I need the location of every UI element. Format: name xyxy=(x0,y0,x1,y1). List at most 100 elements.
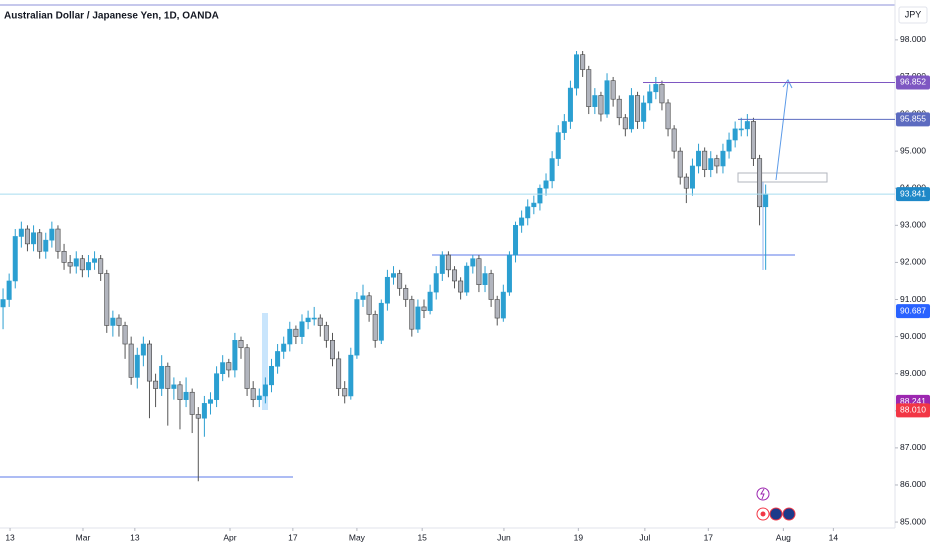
candle-body xyxy=(92,258,98,263)
candle-body xyxy=(37,232,43,252)
candle-body xyxy=(207,399,213,404)
price-badge-label: 88.241 xyxy=(900,396,926,406)
candle-body xyxy=(683,176,689,189)
candle-body xyxy=(702,150,708,170)
candle-body xyxy=(61,250,67,263)
candle-body xyxy=(85,262,91,271)
price-badge xyxy=(896,112,930,127)
candle-body xyxy=(317,317,323,326)
candle-body xyxy=(305,317,311,323)
candle-body xyxy=(122,325,128,345)
candle-body xyxy=(360,295,366,300)
candle-body xyxy=(79,258,85,271)
candle-body xyxy=(549,158,555,182)
candle-body xyxy=(610,80,616,100)
price-badge xyxy=(896,75,930,90)
candle-body xyxy=(561,121,567,133)
candle-body xyxy=(555,132,561,159)
y-tick-label: 95.000 xyxy=(900,145,926,155)
candle-body xyxy=(244,347,250,389)
candle-body xyxy=(201,403,207,419)
price-badge xyxy=(896,403,930,418)
y-tick-label: 87.000 xyxy=(900,442,926,452)
candle-body xyxy=(622,117,628,130)
candle-body xyxy=(0,299,6,308)
candle-body xyxy=(744,121,750,130)
candle-body xyxy=(677,150,683,178)
candle-body xyxy=(214,373,220,400)
candle-body xyxy=(256,395,262,400)
candle-body xyxy=(275,351,281,367)
candle-body xyxy=(445,254,451,271)
x-tick-label: 15 xyxy=(417,532,427,542)
x-tick-label: 14 xyxy=(829,532,839,542)
price-badge-label: 93.841 xyxy=(900,188,926,198)
candle-body xyxy=(24,228,30,245)
candle-body xyxy=(500,291,506,319)
candle-body xyxy=(299,321,305,337)
candle-body xyxy=(689,165,695,189)
candle-body xyxy=(140,343,146,356)
candle-body xyxy=(616,98,622,119)
candle-body xyxy=(763,193,769,208)
x-tick-label: 17 xyxy=(704,532,714,542)
candle-body xyxy=(647,91,653,104)
price-badge-label: 96.852 xyxy=(900,77,926,87)
flag-icon[interactable] xyxy=(769,507,783,521)
x-tick-label: Jul xyxy=(639,532,650,542)
candle-body xyxy=(635,95,641,122)
y-tick-label: 86.000 xyxy=(900,479,926,489)
candle-body xyxy=(153,380,159,389)
candle-body xyxy=(31,232,37,245)
candle-body xyxy=(134,354,140,378)
candle-body xyxy=(543,180,549,189)
candle-body xyxy=(494,299,500,319)
candle-body xyxy=(311,317,317,320)
candle-body xyxy=(159,365,165,389)
chart-title: Australian Dollar / Japanese Yen, 1D, OA… xyxy=(4,11,219,22)
candle-body xyxy=(464,265,470,293)
candle-body xyxy=(531,202,537,208)
candle-body xyxy=(659,84,665,104)
candle-body xyxy=(67,262,73,267)
candle-body xyxy=(43,239,49,252)
arrow-head xyxy=(782,79,793,89)
candle-body xyxy=(598,95,604,115)
candle-body xyxy=(415,306,421,330)
candle-body xyxy=(720,150,726,167)
currency-box[interactable] xyxy=(898,6,928,24)
x-tick-label: 13 xyxy=(5,532,15,542)
y-tick-label: 90.000 xyxy=(900,331,926,341)
candle-body xyxy=(104,273,110,326)
candle-body xyxy=(458,280,464,293)
candle-body xyxy=(287,328,293,345)
candle-body xyxy=(403,288,409,300)
candle-body xyxy=(482,273,488,285)
candle-body xyxy=(427,291,433,311)
candle-body xyxy=(470,258,476,267)
x-tick-label: 13 xyxy=(130,532,140,542)
candle-body xyxy=(391,273,397,278)
x-tick-label: Apr xyxy=(223,532,236,542)
candle-body xyxy=(653,84,659,93)
candle-body xyxy=(519,217,525,226)
candle-body xyxy=(146,343,152,382)
highlight-zone xyxy=(262,313,268,410)
x-tick-label: Mar xyxy=(76,532,91,542)
candle-body xyxy=(671,128,677,152)
price-badge-label: 90.687 xyxy=(900,305,926,315)
candle-body xyxy=(348,354,354,397)
candle-body xyxy=(195,414,201,419)
candle-body xyxy=(372,314,378,341)
y-tick-label: 92.000 xyxy=(900,257,926,267)
candle-body xyxy=(189,391,195,415)
flag-icon[interactable] xyxy=(782,507,796,521)
candle-body xyxy=(506,254,512,293)
candle-body xyxy=(165,365,171,389)
candle-body xyxy=(665,102,671,130)
candle-body xyxy=(433,273,439,293)
candle-body xyxy=(18,228,24,237)
candle-body xyxy=(268,365,274,386)
candle-body xyxy=(110,317,116,326)
